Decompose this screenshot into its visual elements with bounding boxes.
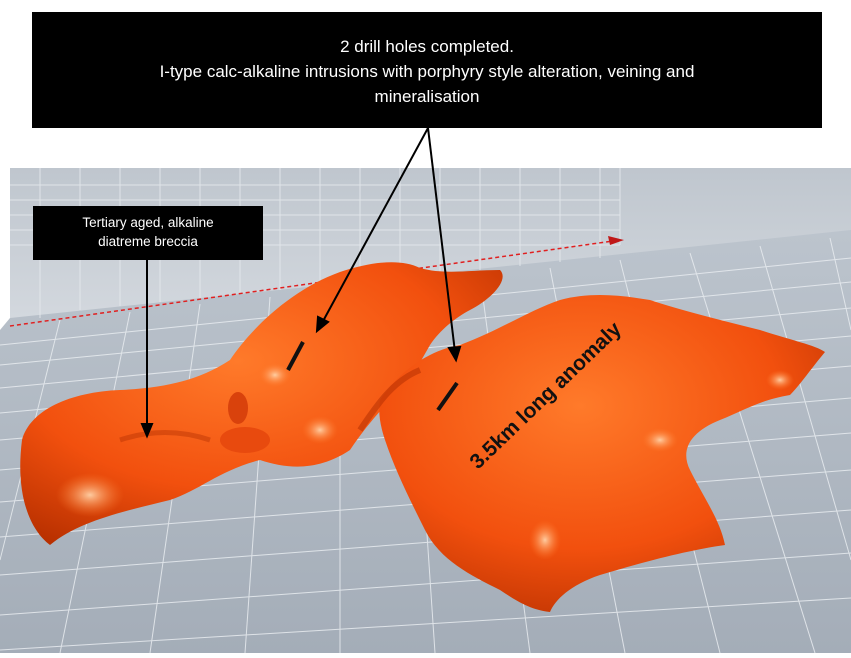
highlight-2 xyxy=(302,416,338,444)
highlight-4 xyxy=(642,428,678,452)
axis-arrow xyxy=(608,236,624,245)
breccia-callout-line1: Tertiary aged, alkaline xyxy=(82,215,214,230)
anomaly-knob xyxy=(220,427,270,453)
drill-callout-line1: 2 drill holes completed. xyxy=(340,37,514,56)
shadow-fold-2 xyxy=(119,430,211,443)
breccia-callout: Tertiary aged, alkaline diatreme breccia xyxy=(33,206,263,260)
anomaly-body-left xyxy=(20,262,503,545)
highlight-6 xyxy=(766,370,794,390)
highlight-3 xyxy=(259,363,291,387)
shadow-fold-1 xyxy=(357,367,422,432)
highlight-1 xyxy=(56,473,124,517)
axis-line xyxy=(9,239,621,327)
drill-hole-1 xyxy=(286,341,305,371)
drill-hole-2 xyxy=(436,381,459,412)
callout-arrows xyxy=(140,127,462,439)
anomaly-body-right xyxy=(379,295,825,612)
breccia-callout-line2: diatreme breccia xyxy=(98,234,198,249)
anomaly-knob-2 xyxy=(228,392,248,424)
drill-callout: 2 drill holes completed. I-type calc-alk… xyxy=(32,12,822,128)
highlight-5 xyxy=(529,520,561,560)
drill-callout-line2: I-type calc-alkaline intrusions with por… xyxy=(159,62,695,81)
drill-callout-line3: mineralisation xyxy=(374,87,480,106)
